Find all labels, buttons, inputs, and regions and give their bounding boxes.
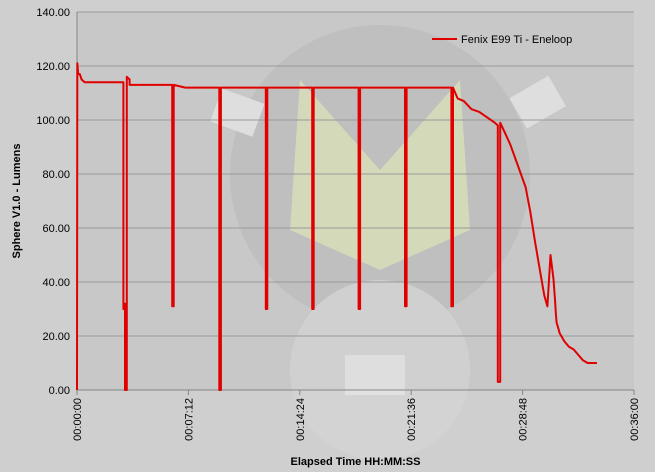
- y-axis-title: Sphere V1.0 - Lumens: [11, 144, 23, 259]
- x-tick-label: 00:28:48: [518, 398, 530, 441]
- y-tick-label: 40.00: [42, 277, 70, 289]
- y-tick-label: 140.00: [36, 7, 70, 19]
- y-tick-label: 0.00: [49, 385, 70, 397]
- y-tick-label: 100.00: [36, 115, 70, 127]
- photo-reflector: [290, 80, 470, 270]
- y-tick-label: 20.00: [42, 331, 70, 343]
- legend-label: Fenix E99 Ti - Eneloop: [461, 34, 572, 46]
- y-tick-label: 60.00: [42, 223, 70, 235]
- x-tick-label: 00:14:24: [295, 398, 307, 441]
- legend: Fenix E99 Ti - Eneloop: [432, 34, 572, 46]
- x-tick-label: 00:21:36: [406, 398, 418, 441]
- y-tick-labels: 0.00 20.00 40.00 60.00 80.00 100.00 120.00 140.…: [36, 7, 70, 397]
- grid-lines: [77, 11, 634, 337]
- y-tick-label: 80.00: [42, 169, 70, 181]
- y-tick-label: 120.00: [36, 61, 70, 73]
- series-line: [76, 62, 597, 391]
- x-tick-label: 00:36:00: [629, 398, 641, 441]
- photo-led-right: [509, 75, 566, 129]
- photo-led-left: [210, 88, 265, 137]
- background-photo: [210, 25, 566, 460]
- x-tick-label: 00:07:12: [183, 398, 195, 441]
- photo-led-bottom: [345, 355, 405, 395]
- x-tick-label: 00:00:00: [72, 398, 84, 441]
- x-tick-labels: 00:00:00 00:07:12 00:14:24 00:21:36 00:28:48…: [72, 398, 641, 441]
- x-axis-title: Elapsed Time HH:MM:SS: [291, 456, 421, 468]
